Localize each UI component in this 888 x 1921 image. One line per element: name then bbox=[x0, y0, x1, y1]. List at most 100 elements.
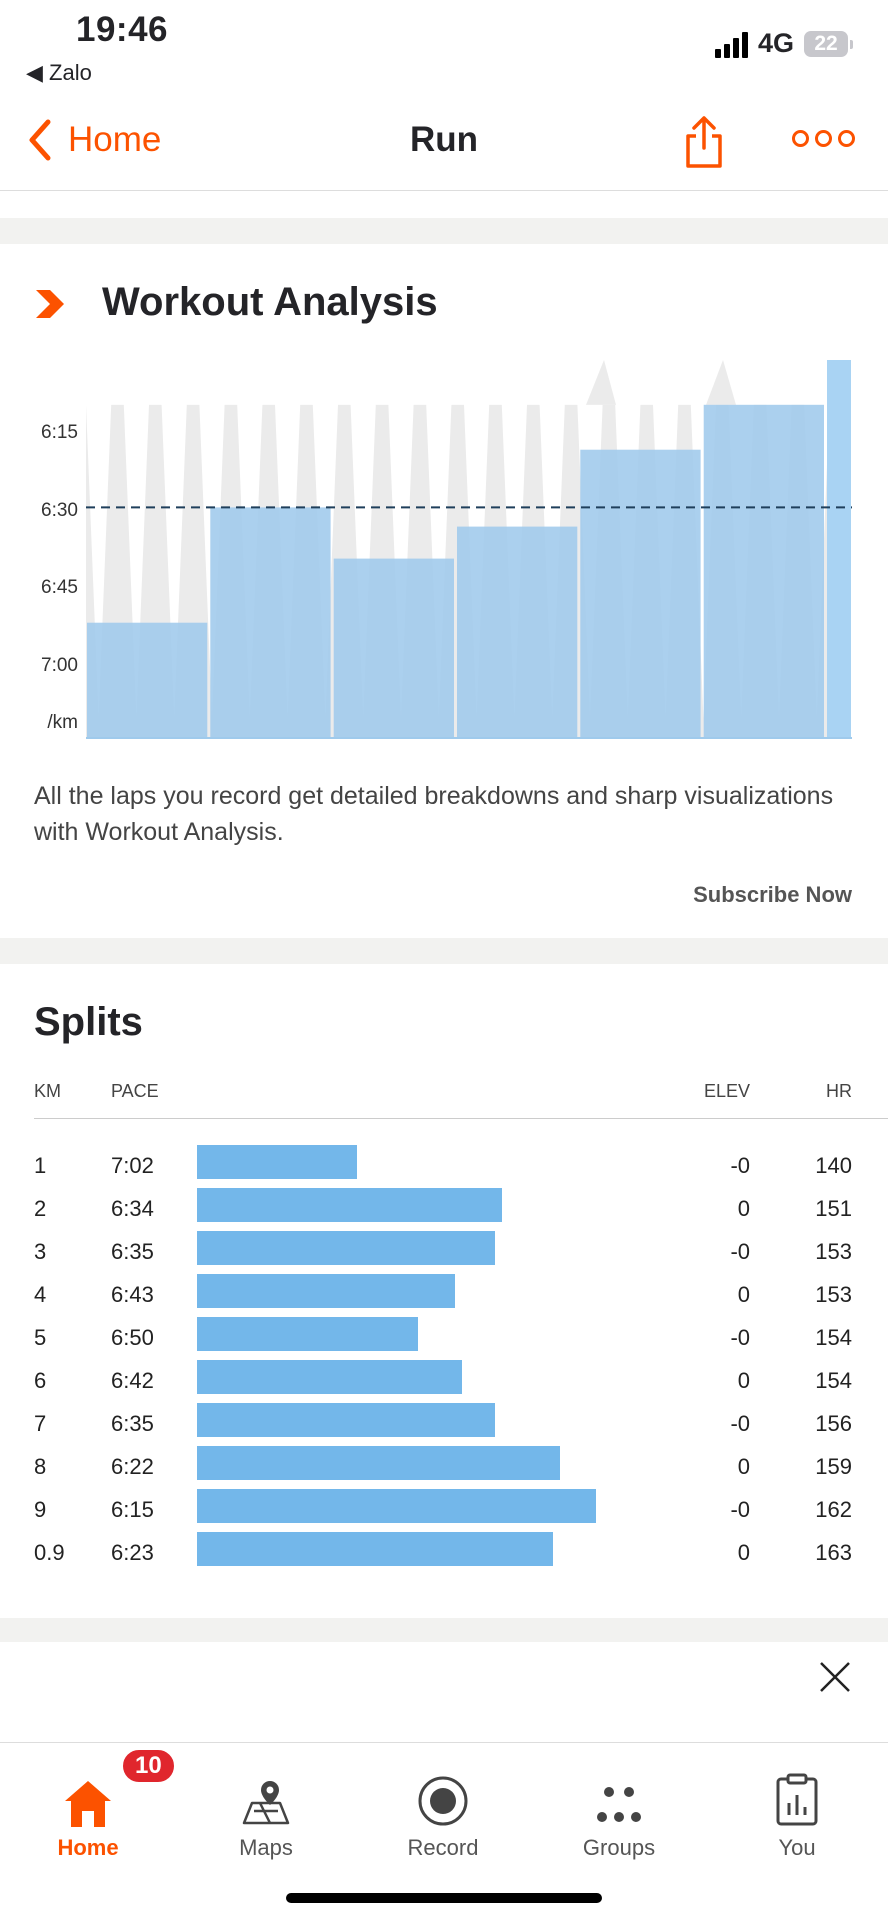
tab-bar: Home 10 Maps Record Groups You bbox=[0, 1742, 888, 1921]
share-button[interactable] bbox=[684, 114, 724, 175]
splits-title: Splits bbox=[34, 1000, 143, 1044]
nav-bar: Run Home bbox=[0, 100, 888, 191]
split-elev: -0 bbox=[730, 1239, 750, 1264]
table-row: 1 7:02 -0 140 bbox=[0, 1145, 888, 1188]
split-km: 1 bbox=[34, 1153, 47, 1178]
tab-label: Groups bbox=[582, 1835, 656, 1860]
split-elev: 0 bbox=[737, 1282, 750, 1307]
lap-bar bbox=[703, 404, 824, 738]
tab-label: Home bbox=[57, 1835, 119, 1860]
lap-bar-partial bbox=[827, 360, 851, 738]
table-row: 6 6:42 0 154 bbox=[0, 1360, 888, 1403]
split-pace: 6:15 bbox=[111, 1497, 154, 1522]
split-pace: 6:50 bbox=[111, 1325, 154, 1350]
split-hr: 162 bbox=[815, 1497, 852, 1522]
split-pace: 6:22 bbox=[111, 1454, 154, 1479]
table-row: 7 6:35 -0 156 bbox=[0, 1403, 888, 1446]
back-label: Home bbox=[68, 120, 162, 159]
workout-analysis-title: Workout Analysis bbox=[102, 280, 438, 324]
split-pace-bar bbox=[197, 1446, 560, 1480]
split-hr: 156 bbox=[815, 1411, 852, 1436]
elev-column-header: ELEV bbox=[703, 1081, 750, 1101]
lap-bar bbox=[457, 526, 578, 738]
tab-label: You bbox=[778, 1835, 816, 1860]
table-row: 3 6:35 -0 153 bbox=[0, 1231, 888, 1274]
tab-you[interactable]: You bbox=[727, 1743, 867, 1861]
y-tick-label: 6:15 bbox=[41, 422, 78, 443]
tab-record[interactable]: Record bbox=[373, 1743, 513, 1861]
y-tick-label: 6:45 bbox=[41, 577, 78, 598]
split-pace: 7:02 bbox=[111, 1153, 154, 1178]
split-pace-bar bbox=[197, 1145, 357, 1179]
page-title: Run bbox=[409, 120, 479, 159]
home-icon bbox=[65, 1781, 111, 1827]
tab-groups[interactable]: Groups bbox=[549, 1743, 689, 1861]
split-pace-bar bbox=[197, 1532, 553, 1566]
split-hr: 163 bbox=[815, 1540, 852, 1565]
workout-analysis-description: All the laps you record get detailed bre… bbox=[34, 782, 834, 846]
chevron-left-icon bbox=[29, 119, 51, 161]
split-pace-bar bbox=[197, 1489, 596, 1523]
split-pace-bar bbox=[197, 1317, 418, 1351]
split-elev: 0 bbox=[737, 1196, 750, 1221]
split-pace: 6:35 bbox=[111, 1239, 154, 1264]
split-pace: 6:23 bbox=[111, 1540, 154, 1565]
lap-bar bbox=[580, 449, 701, 738]
split-km: 4 bbox=[34, 1282, 47, 1307]
split-elev: 0 bbox=[737, 1540, 750, 1565]
split-pace: 6:42 bbox=[111, 1368, 154, 1393]
split-hr: 140 bbox=[815, 1153, 852, 1178]
split-pace-bar bbox=[197, 1403, 495, 1437]
home-indicator bbox=[286, 1893, 602, 1903]
status-indicators: 4G 22 bbox=[714, 28, 853, 59]
back-button[interactable]: Home bbox=[26, 118, 161, 162]
section-divider bbox=[0, 938, 888, 964]
split-elev: -0 bbox=[730, 1497, 750, 1522]
network-label: 4G bbox=[757, 28, 794, 58]
split-elev: -0 bbox=[730, 1411, 750, 1436]
split-km: 6 bbox=[34, 1368, 47, 1393]
pace-column-header: PACE bbox=[111, 1081, 159, 1101]
workout-analysis-chart bbox=[86, 360, 852, 739]
close-ad-button[interactable] bbox=[818, 1660, 852, 1699]
split-hr: 154 bbox=[815, 1368, 852, 1393]
split-elev: -0 bbox=[730, 1325, 750, 1350]
split-km: 3 bbox=[34, 1239, 47, 1264]
tab-maps[interactable]: Maps bbox=[196, 1743, 336, 1861]
clipboard-icon bbox=[776, 1773, 818, 1826]
tab-label: Record bbox=[407, 1835, 479, 1860]
split-km: 9 bbox=[34, 1497, 47, 1522]
back-to-app[interactable]: ◀ Zalo bbox=[26, 60, 92, 86]
subscribe-now-link[interactable]: Subscribe Now bbox=[693, 882, 852, 907]
split-hr: 159 bbox=[815, 1454, 852, 1479]
header-divider bbox=[34, 1118, 888, 1119]
split-elev: -0 bbox=[730, 1153, 750, 1178]
pace-spike bbox=[586, 360, 616, 405]
split-pace-bar bbox=[197, 1188, 502, 1222]
split-pace-bar bbox=[197, 1231, 495, 1265]
groups-icon bbox=[597, 1787, 641, 1822]
split-km: 7 bbox=[34, 1411, 47, 1436]
battery-icon: 22 bbox=[804, 30, 853, 57]
table-row: 5 6:50 -0 154 bbox=[0, 1317, 888, 1360]
split-km: 2 bbox=[34, 1196, 47, 1221]
tab-home[interactable]: Home 10 bbox=[18, 1743, 177, 1861]
table-row: 4 6:43 0 153 bbox=[0, 1274, 888, 1317]
dot-icon bbox=[838, 130, 855, 147]
battery-level: 22 bbox=[814, 31, 838, 55]
split-km: 8 bbox=[34, 1454, 47, 1479]
split-pace-bar bbox=[197, 1274, 455, 1308]
split-hr: 153 bbox=[815, 1239, 852, 1264]
dot-icon bbox=[815, 130, 832, 147]
signal-icon bbox=[714, 30, 748, 58]
back-app-label: Zalo bbox=[49, 60, 92, 85]
split-pace: 6:43 bbox=[111, 1282, 154, 1307]
summit-chevron-icon bbox=[36, 290, 64, 318]
more-options-button[interactable] bbox=[792, 130, 855, 147]
section-divider bbox=[0, 1618, 888, 1642]
tab-label: Maps bbox=[239, 1835, 293, 1860]
table-row: 0.9 6:23 0 163 bbox=[0, 1532, 888, 1575]
back-triangle-icon: ◀ bbox=[26, 60, 43, 85]
split-pace: 6:34 bbox=[111, 1196, 154, 1221]
table-row: 8 6:22 0 159 bbox=[0, 1446, 888, 1489]
